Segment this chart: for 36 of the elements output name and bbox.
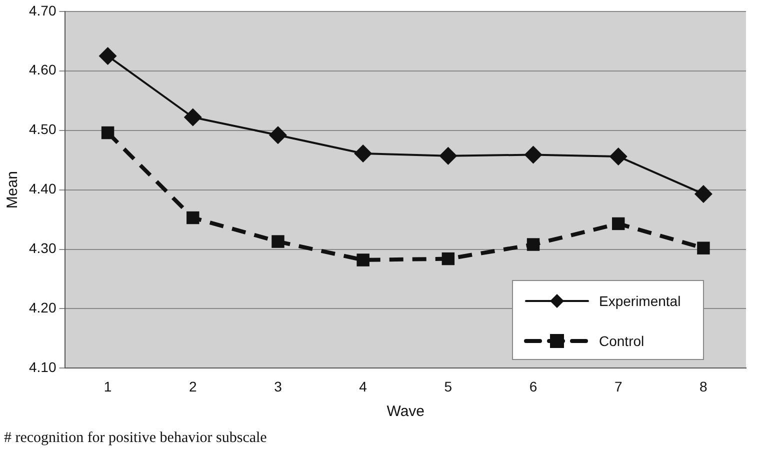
point (186, 211, 200, 224)
y-axis-title: Mean (4, 171, 22, 209)
point (272, 235, 284, 248)
x-tick-label: 6 (529, 378, 538, 394)
x-tick-label: 2 (188, 378, 197, 394)
point (356, 254, 370, 266)
y-tick-label: 4.60 (29, 62, 56, 78)
point (612, 217, 625, 230)
point (526, 238, 540, 251)
x-tick-label: 5 (444, 378, 452, 394)
x-tick-label: 1 (104, 378, 112, 394)
x-tick-label: 4 (359, 378, 368, 394)
point (268, 126, 287, 144)
point (98, 47, 117, 65)
point (694, 184, 712, 203)
legend-label: Control (599, 333, 644, 350)
x-axis-title: Wave (386, 403, 425, 420)
point (697, 242, 710, 254)
x-tick-label: 8 (700, 378, 708, 394)
y-tick-label: 4.10 (29, 359, 56, 376)
y-tick-label: 4.40 (29, 180, 56, 197)
y-tick-label: 4.30 (29, 240, 56, 256)
point (354, 144, 372, 163)
point (184, 108, 202, 126)
text: # recognition for positive behavior subscale (4, 430, 267, 447)
point (524, 146, 542, 164)
point (609, 148, 628, 166)
y-tick-label: 4.20 (29, 300, 56, 316)
y-tick-label: 4.70 (29, 2, 56, 18)
point (442, 252, 455, 266)
x-tick-label: 7 (614, 378, 622, 394)
x-tick-label: 3 (274, 378, 282, 394)
legend-label: Experimental (599, 293, 681, 310)
point (101, 126, 114, 140)
point (439, 146, 458, 165)
y-tick-label: 4.50 (29, 121, 56, 138)
